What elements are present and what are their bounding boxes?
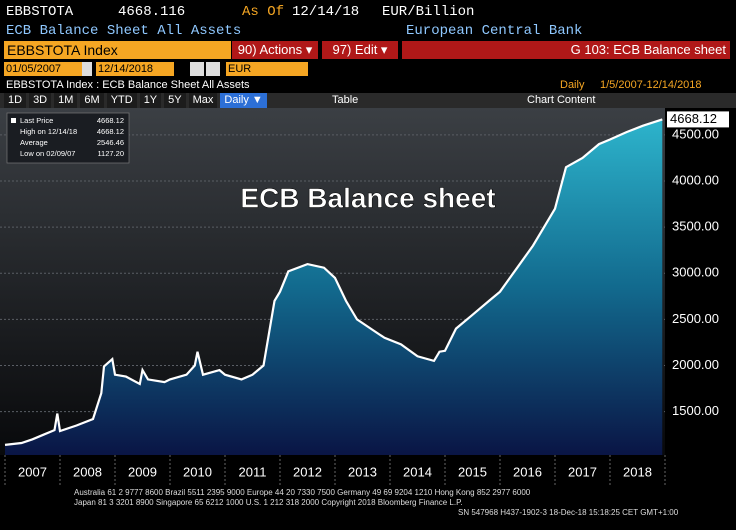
- x-tick-label: 2016: [513, 464, 542, 479]
- period-button[interactable]: 1D: [4, 93, 27, 108]
- period-button[interactable]: Max: [188, 93, 218, 108]
- actions-button[interactable]: 90) Actions ▾: [232, 41, 318, 59]
- legend-name: Low on 02/09/07: [20, 149, 75, 158]
- y-tick-label: 4500.00: [672, 126, 719, 141]
- source: European Central Bank: [406, 23, 583, 39]
- ticker: EBBSTOTA: [6, 4, 74, 20]
- x-axis-band: [0, 455, 736, 488]
- chart-content-button[interactable]: Chart Content: [527, 94, 596, 106]
- y-tick-label: 3000.00: [672, 265, 719, 280]
- period-button[interactable]: 1M: [54, 93, 78, 108]
- start-date[interactable]: 01/05/2007: [4, 62, 82, 76]
- legend-value: 1127.20: [97, 149, 124, 158]
- legend-value: 4668.12: [97, 116, 124, 125]
- unit: EUR/Billion: [382, 4, 475, 20]
- period-button[interactable]: 6M: [80, 93, 104, 108]
- period-button[interactable]: YTD: [106, 93, 137, 108]
- cal-icon[interactable]: [82, 62, 92, 76]
- currency[interactable]: EUR: [226, 62, 308, 76]
- last-value-label: 4668.12: [670, 111, 717, 126]
- legend-name: Average: [20, 138, 48, 147]
- frequency: Daily: [560, 79, 585, 91]
- chart-description: EBBSTOTA Index : ECB Balance Sheet All A…: [6, 79, 250, 91]
- x-tick-label: 2017: [568, 464, 597, 479]
- as-of: As Of: [242, 4, 285, 20]
- period-button[interactable]: 5Y: [164, 93, 186, 108]
- prev-button[interactable]: [190, 62, 204, 76]
- last-value-tag: [667, 111, 729, 128]
- y-tick-label: 2500.00: [672, 311, 719, 326]
- x-tick-label: 2011: [239, 464, 267, 479]
- legend-name: Last Price: [20, 116, 53, 125]
- x-tick-label: 2018: [623, 464, 652, 479]
- date: 12/14/18: [292, 4, 360, 20]
- x-tick-label: 2007: [18, 464, 47, 479]
- line: [4, 118, 663, 446]
- x-tick-label: 2009: [128, 464, 157, 479]
- x-tick-label: 2014: [403, 464, 432, 479]
- footer-line: Australia 61 2 9777 8600 Brazil 5511 239…: [74, 488, 531, 497]
- edit-button[interactable]: 97) Edit ▾: [322, 41, 398, 59]
- next-button[interactable]: [206, 62, 220, 76]
- period-button[interactable]: 3D: [29, 93, 52, 108]
- legend-name: High on 12/14/18: [20, 127, 77, 136]
- legend-value: 4668.12: [97, 127, 124, 136]
- x-tick-label: 2012: [293, 464, 322, 479]
- end-date[interactable]: 12/14/2018: [96, 62, 174, 76]
- period-button[interactable]: 1Y: [139, 93, 162, 108]
- legend-value: 2546.46: [97, 138, 124, 147]
- price: 4668.116: [118, 4, 186, 20]
- chart-title: ECB Balance sheet: [240, 182, 495, 213]
- legend-swatch: [11, 118, 16, 123]
- chart: 1500.00 2000.00 2500.00 3000.00 3500.00 4000.…: [0, 108, 736, 488]
- security-field[interactable]: EBBSTOTA Index: [4, 41, 231, 59]
- period-select[interactable]: Daily ▼: [220, 93, 267, 108]
- x-tick-label: 2008: [73, 464, 102, 479]
- description: ECB Balance Sheet All Assets: [6, 23, 242, 39]
- area: [5, 119, 663, 456]
- footer-line: SN 547968 H437-1902-3 18-Dec-18 15:18:25…: [458, 508, 679, 517]
- legend-box: [6, 112, 130, 164]
- table-button[interactable]: Table: [332, 94, 359, 106]
- y-tick-label: 4000.00: [672, 172, 719, 187]
- y-tick-label: 1500.00: [672, 403, 719, 418]
- page-title: G 103: ECB Balance sheet: [402, 41, 730, 59]
- x-tick-label: 2015: [458, 464, 487, 479]
- date-range: 1/5/2007-12/14/2018: [600, 79, 702, 91]
- period-buttons: 1D 3D 1M 6M YTD 1Y 5Y Max Daily ▼: [4, 93, 267, 108]
- y-tick-label: 2000.00: [672, 357, 719, 372]
- x-tick-label: 2010: [183, 464, 212, 479]
- x-tick-label: 2013: [348, 464, 377, 479]
- y-tick-label: 3500.00: [672, 219, 719, 234]
- footer-line: Japan 81 3 3201 8900 Singapore 65 6212 1…: [74, 498, 463, 507]
